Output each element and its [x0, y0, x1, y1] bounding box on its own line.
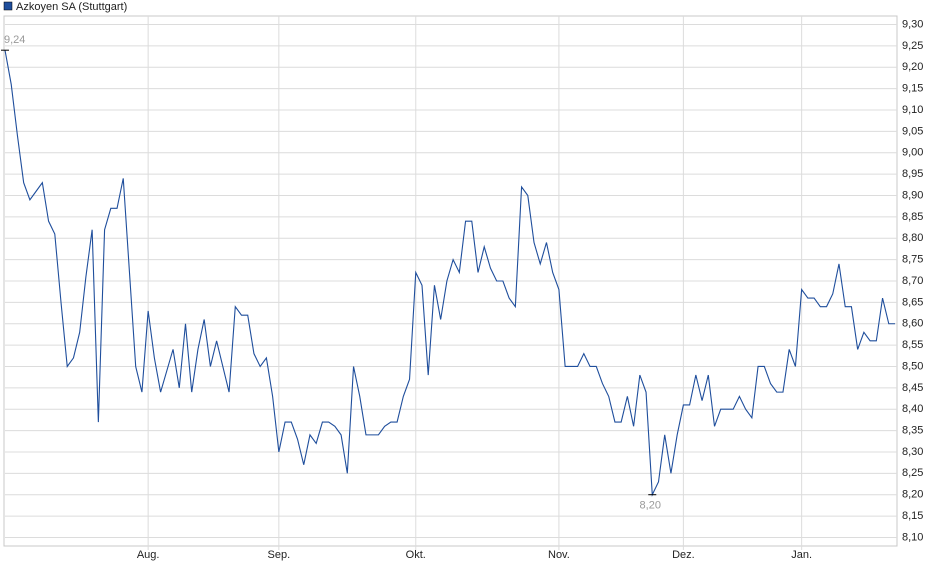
y-tick-label: 9,20: [902, 61, 923, 73]
price-line: [4, 50, 895, 497]
x-tick-label: Aug.: [137, 549, 160, 561]
y-tick-label: 8,90: [902, 189, 923, 201]
y-tick-label: 8,15: [902, 510, 923, 522]
x-tick-label: Jan.: [791, 549, 812, 561]
y-tick-label: 8,20: [902, 489, 923, 501]
y-tick-label: 8,75: [902, 254, 923, 266]
y-tick-label: 8,55: [902, 339, 923, 351]
legend-label: Azkoyen SA (Stuttgart): [16, 1, 127, 13]
y-tick-label: 9,00: [902, 147, 923, 159]
y-tick-label: 9,05: [902, 125, 923, 137]
y-tick-label: 8,30: [902, 446, 923, 458]
y-tick-label: 8,85: [902, 211, 923, 223]
value-label: 9,24: [4, 34, 25, 46]
y-tick-label: 8,25: [902, 467, 923, 479]
y-tick-label: 8,80: [902, 232, 923, 244]
y-tick-label: 9,10: [902, 104, 923, 116]
legend-swatch: [3, 1, 13, 11]
x-tick-label: Dez.: [672, 549, 695, 561]
x-tick-label: Nov.: [548, 549, 570, 561]
x-tick-label: Okt.: [406, 549, 426, 561]
y-tick-label: 9,30: [902, 18, 923, 30]
y-tick-label: 8,60: [902, 318, 923, 330]
y-tick-label: 8,35: [902, 425, 923, 437]
y-tick-label: 8,10: [902, 531, 923, 543]
y-tick-label: 8,50: [902, 360, 923, 372]
y-tick-label: 8,95: [902, 168, 923, 180]
value-label: 8,20: [640, 500, 661, 512]
y-tick-label: 8,40: [902, 403, 923, 415]
y-tick-label: 9,25: [902, 40, 923, 52]
y-tick-label: 8,65: [902, 296, 923, 308]
x-tick-label: Sep.: [268, 549, 291, 561]
y-tick-label: 9,15: [902, 83, 923, 95]
y-tick-label: 8,45: [902, 382, 923, 394]
y-tick-label: 8,70: [902, 275, 923, 287]
